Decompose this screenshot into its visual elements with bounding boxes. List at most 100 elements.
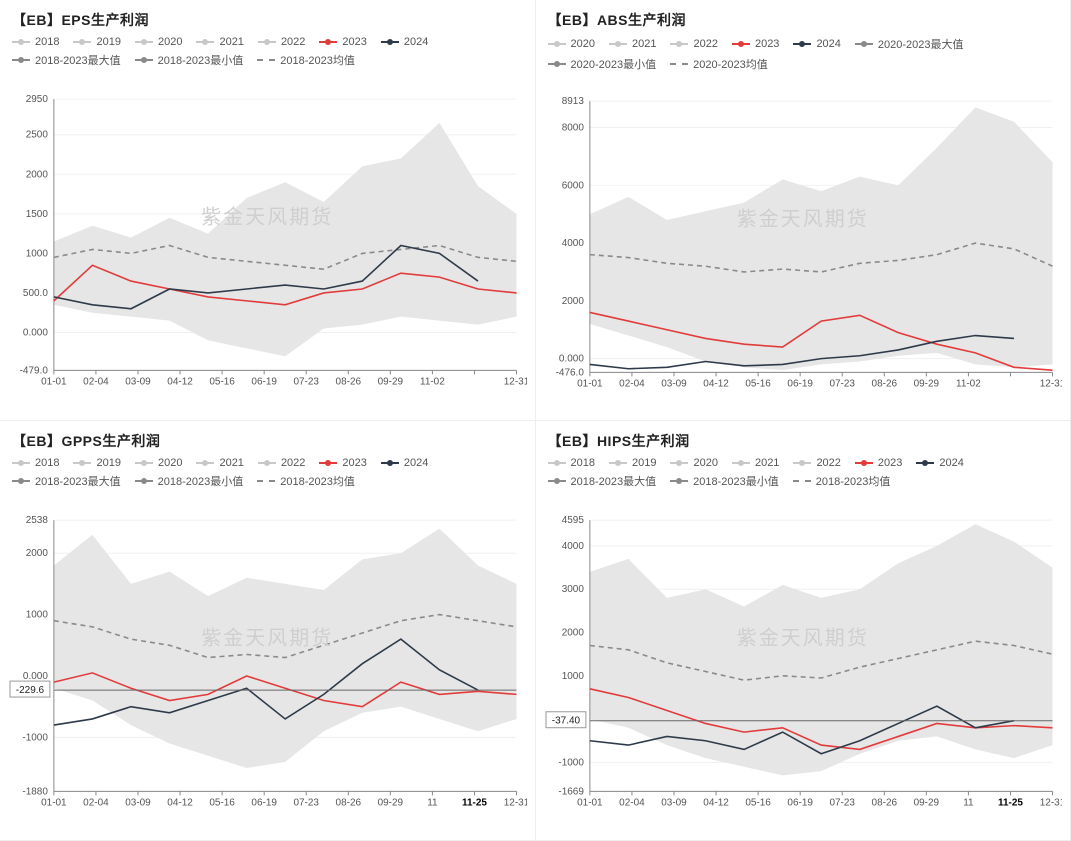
- legend-item[interactable]: 2018-2023最小值: [135, 52, 244, 68]
- legend-item[interactable]: 2021: [609, 38, 656, 50]
- legend-item[interactable]: 2018-2023均值: [793, 473, 891, 489]
- y-tick-label: 8000: [561, 123, 584, 134]
- legend-label: 2020-2023最小值: [571, 56, 657, 72]
- panel-title: 【EB】GPPS生产利润: [12, 431, 523, 451]
- legend-item[interactable]: 2020: [548, 38, 595, 50]
- legend-item[interactable]: 2022: [258, 457, 305, 469]
- y-tick-label: -1669: [558, 786, 584, 797]
- x-tick-label: 06-19: [251, 797, 277, 808]
- x-tick-label: 03-09: [661, 378, 687, 389]
- legend-label: 2021: [755, 457, 779, 469]
- legend-item[interactable]: 2019: [73, 457, 120, 469]
- y-tick-label: -1000: [558, 757, 584, 768]
- x-tick-label: 03-09: [661, 797, 687, 808]
- legend-item[interactable]: 2018-2023均值: [257, 473, 355, 489]
- legend-item[interactable]: 2023: [319, 457, 366, 469]
- legend-swatch: [135, 59, 153, 61]
- legend-item[interactable]: 2022: [670, 38, 717, 50]
- y-tick-label: 0.000: [558, 354, 583, 365]
- legend-label: 2018-2023最小值: [158, 473, 244, 489]
- y-tick-label: 1000: [26, 609, 49, 620]
- panel-title: 【EB】HIPS生产利润: [548, 431, 1059, 451]
- legend-label: 2023: [755, 38, 779, 50]
- legend-swatch: [196, 462, 214, 464]
- legend-label: 2021: [219, 36, 243, 48]
- legend-swatch: [381, 41, 399, 43]
- legend-item[interactable]: 2019: [609, 457, 656, 469]
- legend-item[interactable]: 2018: [12, 457, 59, 469]
- legend-swatch: [548, 43, 566, 45]
- legend-item[interactable]: 2020-2023均值: [670, 56, 768, 72]
- x-tick-label: 02-04: [619, 378, 645, 389]
- legend-item[interactable]: 2021: [196, 457, 243, 469]
- x-tick-label: 06-19: [787, 378, 813, 389]
- y-tick-label: 4595: [561, 515, 584, 526]
- chart-area[interactable]: 紫金天风期货-476.00.0002000400060008000891301-…: [544, 74, 1063, 416]
- y-tick-label: 4000: [561, 540, 584, 551]
- legend-swatch: [793, 480, 811, 482]
- x-tick-label: 06-19: [251, 376, 277, 387]
- x-tick-label: 09-29: [378, 797, 404, 808]
- range-band: [589, 107, 1052, 370]
- legend-item[interactable]: 2020-2023最大值: [855, 36, 964, 52]
- y-tick-label: 1500: [26, 209, 49, 220]
- x-tick-label: 08-26: [336, 797, 362, 808]
- legend-item[interactable]: 2024: [793, 38, 840, 50]
- chart-area[interactable]: 紫金天风期货-479.00.000500.0100015002000250029…: [8, 70, 527, 416]
- x-tick-label: 01-01: [41, 797, 67, 808]
- legend-item[interactable]: 2023: [855, 457, 902, 469]
- legend-item[interactable]: 2024: [381, 36, 428, 48]
- legend-item[interactable]: 2020: [135, 36, 182, 48]
- legend-label: 2020: [571, 38, 595, 50]
- legend-item[interactable]: 2018: [12, 36, 59, 48]
- legend-item[interactable]: 2022: [258, 36, 305, 48]
- legend-swatch: [732, 462, 750, 464]
- legend-item[interactable]: 2018-2023最大值: [548, 473, 657, 489]
- legend-item[interactable]: 2020: [670, 457, 717, 469]
- legend-item[interactable]: 2022: [793, 457, 840, 469]
- x-tick-label: 11-25: [462, 797, 487, 808]
- legend-label: 2023: [878, 457, 902, 469]
- legend-item[interactable]: 2018-2023最大值: [12, 473, 121, 489]
- legend-item[interactable]: 2021: [196, 36, 243, 48]
- y-tick-label: 500.0: [23, 288, 48, 299]
- legend-swatch: [670, 43, 688, 45]
- x-tick-label: 01-01: [577, 797, 603, 808]
- x-tick-label: 02-04: [83, 797, 109, 808]
- x-tick-label: 12-31: [1039, 797, 1062, 808]
- legend-label: 2018: [571, 457, 595, 469]
- legend-item[interactable]: 2018-2023均值: [257, 52, 355, 68]
- x-tick-label: 12-31: [504, 376, 527, 387]
- legend-label: 2022: [693, 38, 717, 50]
- x-tick-label: 04-12: [167, 376, 193, 387]
- chart-area[interactable]: 紫金天风期货-1669-10000.0001000200030004000459…: [544, 491, 1063, 837]
- legend-swatch: [12, 462, 30, 464]
- chart-area[interactable]: 紫金天风期货-1880-10000.00010002000253801-0102…: [8, 491, 527, 837]
- legend-item[interactable]: 2019: [73, 36, 120, 48]
- legend-swatch: [135, 462, 153, 464]
- y-tick-label: 3000: [561, 584, 584, 595]
- legend-swatch: [609, 462, 627, 464]
- legend-item[interactable]: 2023: [732, 38, 779, 50]
- legend-swatch: [12, 480, 30, 482]
- legend-label: 2018-2023最大值: [35, 52, 121, 68]
- legend-item[interactable]: 2020-2023最小值: [548, 56, 657, 72]
- legend-swatch: [257, 480, 275, 482]
- legend-item[interactable]: 2024: [916, 457, 963, 469]
- legend-item[interactable]: 2020: [135, 457, 182, 469]
- chart-panel-eps: 【EB】EPS生产利润20182019202020212022202320242…: [0, 0, 536, 421]
- legend-item[interactable]: 2023: [319, 36, 366, 48]
- legend-item[interactable]: 2024: [381, 457, 428, 469]
- x-tick-label: 09-29: [913, 797, 939, 808]
- y-tick-label: 0.000: [23, 327, 48, 338]
- legend-item[interactable]: 2018: [548, 457, 595, 469]
- x-tick-label: 07-23: [293, 376, 319, 387]
- x-tick-label: 05-16: [745, 797, 771, 808]
- x-tick-label: 12-31: [504, 797, 527, 808]
- legend-label: 2020: [158, 457, 182, 469]
- legend-item[interactable]: 2018-2023最小值: [670, 473, 779, 489]
- legend-item[interactable]: 2021: [732, 457, 779, 469]
- legend-item[interactable]: 2018-2023最大值: [12, 52, 121, 68]
- legend-item[interactable]: 2018-2023最小值: [135, 473, 244, 489]
- legend-swatch: [793, 462, 811, 464]
